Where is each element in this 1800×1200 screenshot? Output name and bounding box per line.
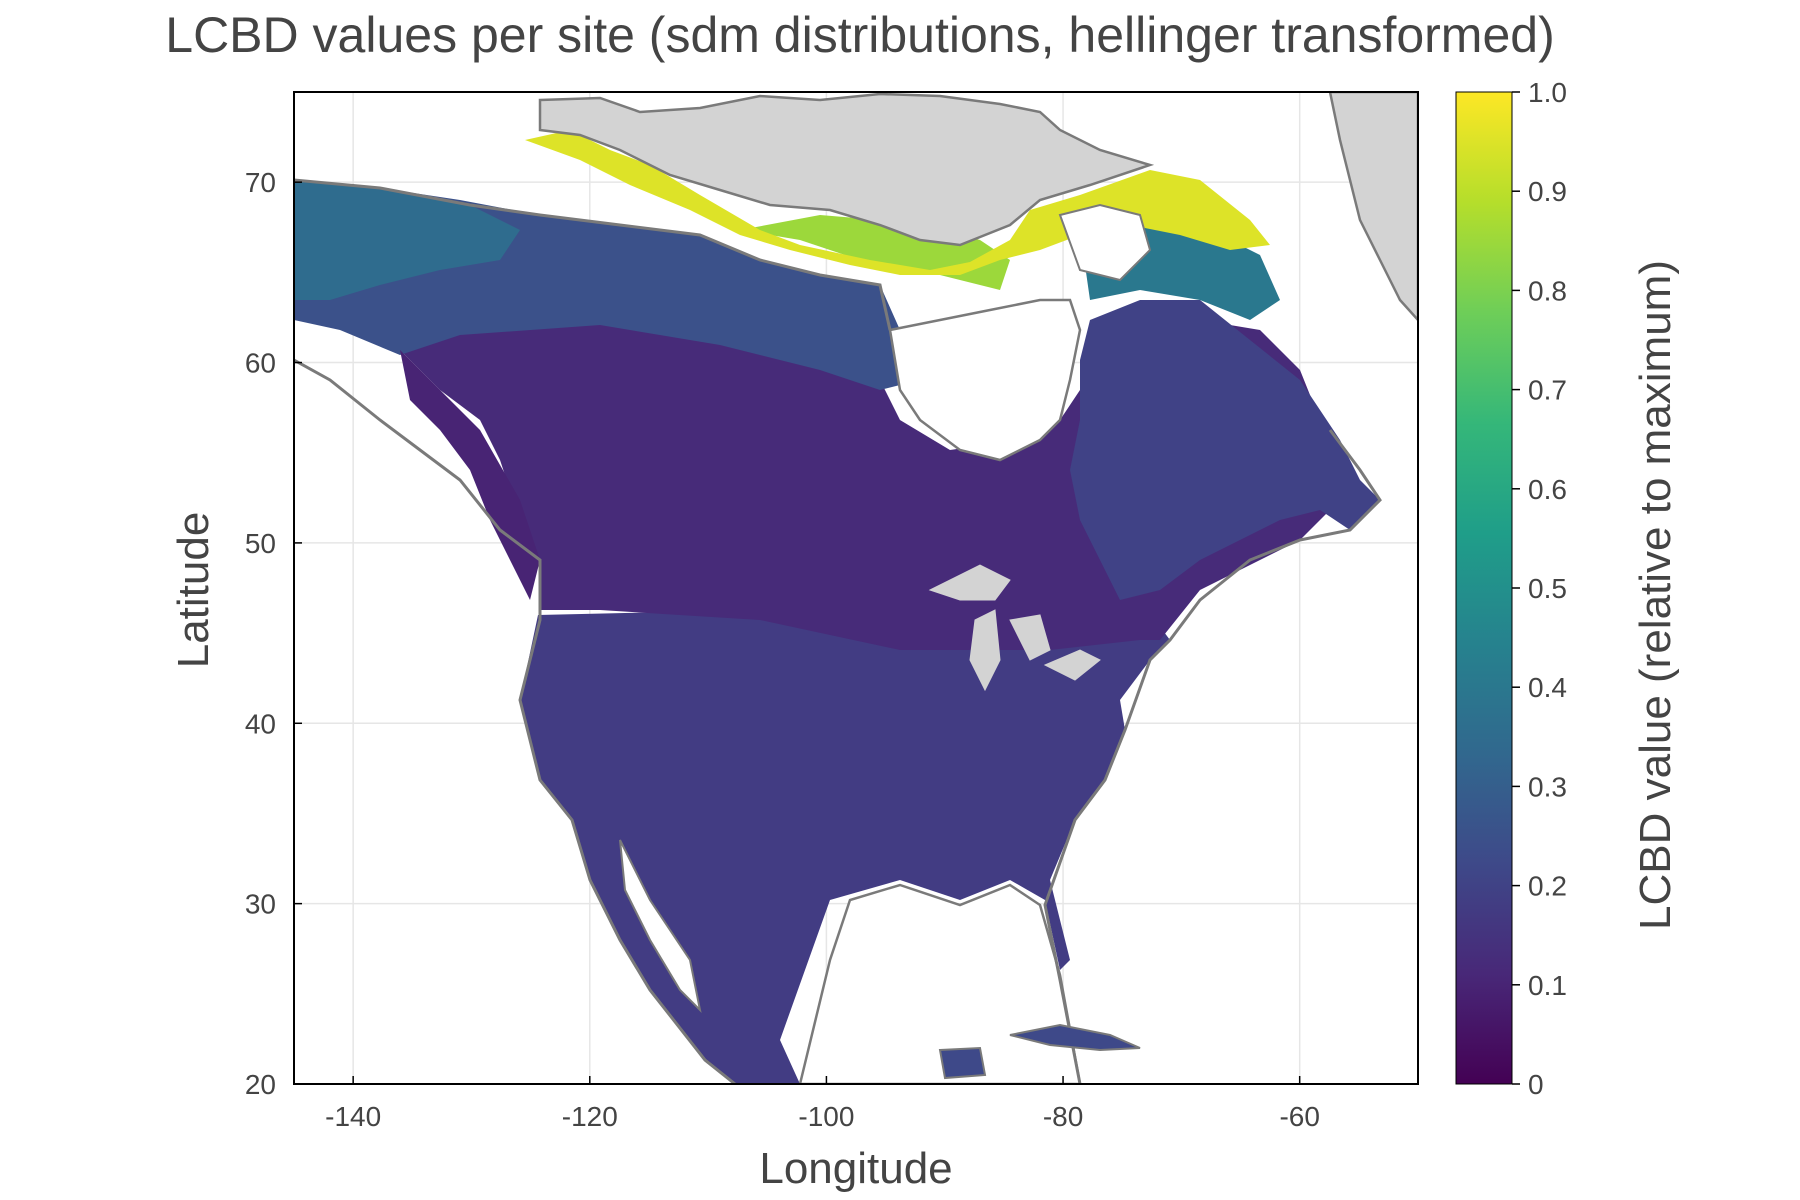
y-axis-label: Latitude [169, 512, 218, 669]
colorbar-tick-label: 0.6 [1528, 474, 1567, 505]
x-tick-label: -140 [325, 1101, 381, 1132]
colorbar-tick-label: 0.5 [1528, 573, 1567, 604]
x-axis-ticks: -140 -120 -100 -80 -60 [325, 1076, 1320, 1132]
x-tick-label: -120 [562, 1101, 618, 1132]
x-axis-label: Longitude [759, 1144, 952, 1193]
y-tick-label: 30 [245, 889, 276, 920]
region-quebec-labrador [1070, 300, 1380, 600]
x-tick-label: -80 [1043, 1101, 1083, 1132]
colorbar-tick-label: 0.7 [1528, 375, 1567, 406]
y-tick-label: 40 [245, 708, 276, 739]
colorbar-tick-label: 1.0 [1528, 77, 1567, 108]
plot-frame [293, 91, 1419, 1085]
y-axis-ticks: 20 30 40 50 60 70 [245, 167, 302, 1100]
x-tick-label: -60 [1279, 1101, 1319, 1132]
gulf-of-california-water [619, 839, 702, 1014]
map-layer [294, 92, 1418, 1084]
colorbar-tick-label: 0.3 [1528, 771, 1567, 802]
foxe-basin-water [1058, 203, 1152, 282]
y-tick-label: 50 [245, 528, 276, 559]
caribbean-islands [938, 1023, 1141, 1080]
y-tick-label: 60 [245, 348, 276, 379]
colorbar-tick-label: 0.9 [1528, 176, 1567, 207]
colorbar-tick-label: 0.1 [1528, 970, 1567, 1001]
y-tick-label: 70 [245, 167, 276, 198]
x-tick-label: -100 [798, 1101, 854, 1132]
region-alaska-teal [294, 180, 520, 300]
colorbar-ticks: 0 0.1 0.2 0.3 0.4 0.5 0.6 0.7 0.8 0.9 1.0 [1512, 77, 1567, 1100]
colorbar-label: LCBD value (relative to maximum) [1631, 260, 1680, 930]
great-lakes-nodata [928, 564, 1101, 692]
colorbar-tick-label: 0.2 [1528, 871, 1567, 902]
y-tick-label: 20 [245, 1069, 276, 1100]
colorbar-tick-label: 0 [1528, 1069, 1544, 1100]
arctic-islands-nodata [538, 92, 1155, 247]
colorbar [1456, 92, 1512, 1084]
hudson-bay-water [888, 298, 1082, 462]
region-coastal-ranges [400, 350, 540, 600]
greenland-nodata [1328, 92, 1418, 322]
coastline-outline [294, 178, 1382, 1084]
colorbar-tick-label: 0.4 [1528, 672, 1567, 703]
colorbar-tick-label: 0.8 [1528, 275, 1567, 306]
region-high-arctic-yellow [525, 130, 1270, 275]
map-title: LCBD values per site (sdm distributions,… [165, 7, 1554, 63]
